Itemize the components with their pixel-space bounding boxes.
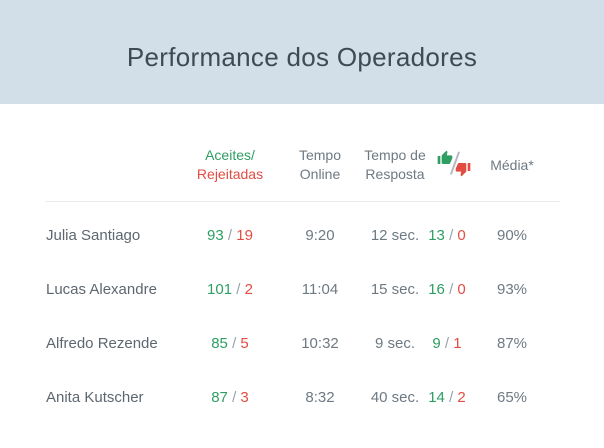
tempo-online-value: 11:04 bbox=[301, 280, 339, 298]
operator-name: Alfredo Rezende bbox=[46, 334, 158, 352]
table-row: Alfredo Rezende 85 / 5 10:32 9 sec. 9 / … bbox=[46, 316, 560, 370]
thumbs-down-count: 0 bbox=[457, 226, 466, 244]
thumbs-value: 16 / 0 bbox=[426, 281, 482, 298]
tempo-resposta-value: 40 sec. bbox=[370, 388, 420, 406]
value-separator: / bbox=[444, 334, 450, 352]
operators-table: Aceites/ Rejeitadas Tempo Online Tempo d… bbox=[46, 104, 560, 424]
media-value: 90% bbox=[496, 226, 528, 244]
column-header-tempo-resposta: Tempo de Resposta bbox=[364, 147, 426, 182]
operator-name: Anita Kutscher bbox=[46, 388, 144, 406]
thumb-up-icon bbox=[437, 150, 453, 166]
rejeitadas-label: Rejeitadas bbox=[196, 166, 264, 182]
aceites-rejeitadas-value: 85 / 5 bbox=[184, 335, 276, 352]
media-value: 93% bbox=[496, 280, 528, 298]
card-header: Performance dos Operadores bbox=[0, 0, 604, 104]
table-body: Julia Santiago 93 / 19 9:20 12 sec. 13 /… bbox=[46, 202, 560, 424]
value-separator: / bbox=[449, 226, 454, 244]
header-divider bbox=[46, 201, 560, 202]
column-header-aceites-rejeitadas: Aceites/ Rejeitadas bbox=[184, 146, 276, 184]
thumbs-up-count: 14 bbox=[428, 388, 445, 406]
rejeitadas-count: 5 bbox=[240, 334, 249, 352]
tempo-online-value: 9:20 bbox=[305, 226, 335, 244]
table-row: Julia Santiago 93 / 19 9:20 12 sec. 13 /… bbox=[46, 208, 560, 262]
aceites-rejeitadas-value: 93 / 19 bbox=[184, 227, 276, 244]
aceites-count: 93 bbox=[207, 226, 224, 244]
operator-name: Lucas Alexandre bbox=[46, 280, 157, 298]
thumbs-down-count: 0 bbox=[457, 280, 466, 298]
table-header-row: Aceites/ Rejeitadas Tempo Online Tempo d… bbox=[46, 104, 560, 201]
value-separator: / bbox=[236, 280, 241, 298]
operator-name: Julia Santiago bbox=[46, 226, 141, 244]
tempo-resposta-value: 12 sec. bbox=[370, 226, 420, 244]
thumbs-value: 9 / 1 bbox=[426, 335, 482, 352]
rejeitadas-count: 19 bbox=[236, 226, 253, 244]
value-separator: / bbox=[449, 280, 454, 298]
page-title: Performance dos Operadores bbox=[126, 41, 478, 72]
thumbs-up-count: 9 bbox=[432, 334, 441, 352]
aceites-rejeitadas-value: 101 / 2 bbox=[184, 281, 276, 298]
aceites-count: 101 bbox=[207, 280, 233, 298]
tempo-resposta-value: 15 sec. bbox=[370, 280, 420, 298]
tempo-online-value: 8:32 bbox=[305, 388, 335, 406]
thumbs-up-count: 13 bbox=[428, 226, 445, 244]
column-header-media: Média* bbox=[490, 156, 534, 173]
thumbs-value: 13 / 0 bbox=[426, 227, 482, 244]
aceites-label: Aceites/ bbox=[205, 147, 255, 163]
thumbs-down-count: 2 bbox=[457, 388, 466, 406]
thumbs-down-count: 1 bbox=[453, 334, 462, 352]
thumbs-value: 14 / 2 bbox=[426, 389, 482, 406]
thumbs-up-count: 16 bbox=[428, 280, 445, 298]
value-separator: / bbox=[232, 388, 237, 406]
rejeitadas-count: 3 bbox=[240, 388, 249, 406]
thumb-down-icon bbox=[455, 161, 471, 177]
rejeitadas-count: 2 bbox=[244, 280, 253, 298]
aceites-rejeitadas-value: 87 / 3 bbox=[184, 389, 276, 406]
tempo-online-value: 10:32 bbox=[301, 334, 339, 352]
column-header-thumbs bbox=[426, 148, 482, 182]
media-value: 65% bbox=[496, 388, 528, 406]
value-separator: / bbox=[227, 226, 233, 244]
aceites-count: 87 bbox=[211, 388, 228, 406]
tempo-resposta-value: 9 sec. bbox=[374, 334, 416, 352]
value-separator: / bbox=[232, 334, 237, 352]
table-row: Lucas Alexandre 101 / 2 11:04 15 sec. 16… bbox=[46, 262, 560, 316]
table-row: Anita Kutscher 87 / 3 8:32 40 sec. 14 / … bbox=[46, 370, 560, 424]
media-value: 87% bbox=[496, 334, 528, 352]
column-header-tempo-online: Tempo Online bbox=[298, 147, 342, 182]
aceites-count: 85 bbox=[211, 334, 228, 352]
value-separator: / bbox=[449, 388, 454, 406]
thumbs-icon-pair bbox=[437, 146, 472, 180]
